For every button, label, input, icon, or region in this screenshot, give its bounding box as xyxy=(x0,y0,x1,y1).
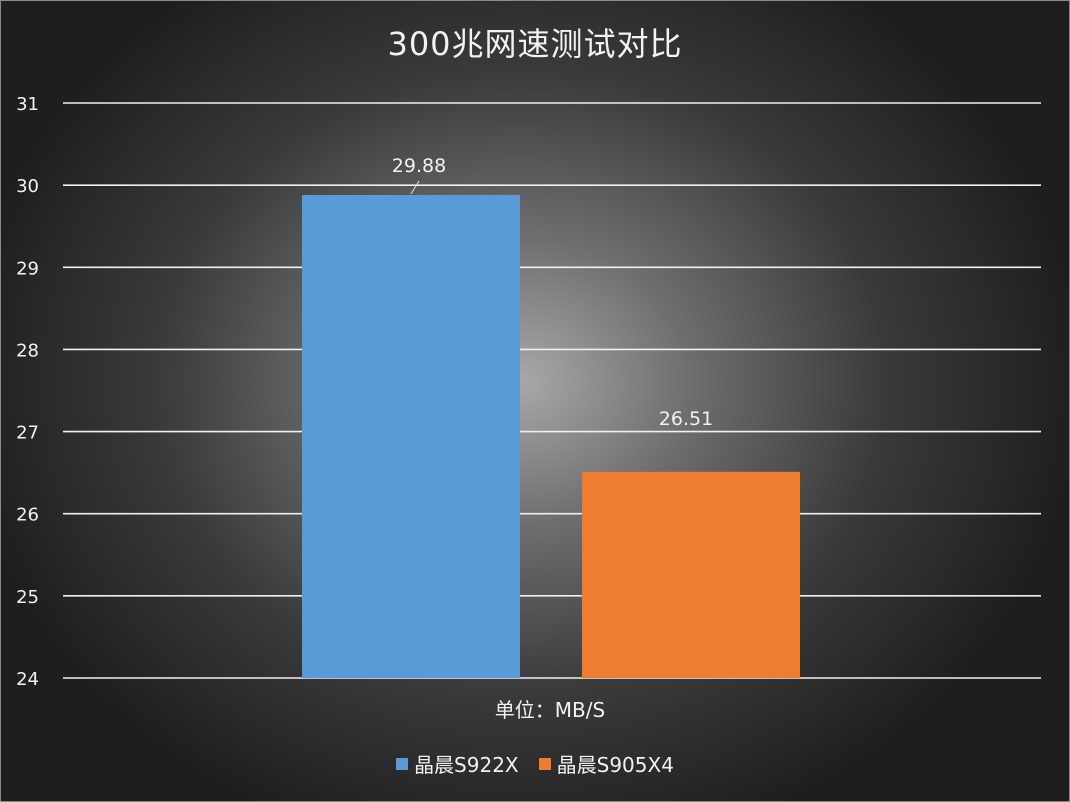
legend: 晶晨S922X 晶晨S905X4 xyxy=(1,749,1069,778)
y-tick-label: 30 xyxy=(16,176,39,197)
y-tick-label: 25 xyxy=(16,587,39,608)
legend-label-s922x: 晶晨S922X xyxy=(414,753,519,777)
legend-label-s905x4: 晶晨S905X4 xyxy=(556,753,674,777)
chart-title: 300兆网速测试对比 xyxy=(387,25,683,63)
y-tick-label: 29 xyxy=(16,258,39,279)
bar-2 xyxy=(582,471,800,678)
data-label-leader-1 xyxy=(410,180,420,195)
y-tick-label: 28 xyxy=(16,340,39,361)
legend-swatch-s905x4 xyxy=(538,757,551,770)
legend-item-s905x4: 晶晨S905X4 xyxy=(538,749,674,778)
y-tick-label: 27 xyxy=(16,423,39,444)
data-label-2: 26.51 xyxy=(659,408,713,430)
y-tick-label: 24 xyxy=(16,669,39,690)
y-tick-label: 26 xyxy=(16,505,39,526)
x-axis-label: 单位：MB/S xyxy=(494,698,606,722)
legend-item-s922x: 晶晨S922X xyxy=(396,749,519,778)
legend-swatch-s922x xyxy=(396,757,409,770)
data-label-1: 29.88 xyxy=(392,155,446,177)
bar-1 xyxy=(302,195,520,678)
y-tick-label: 31 xyxy=(16,94,39,115)
